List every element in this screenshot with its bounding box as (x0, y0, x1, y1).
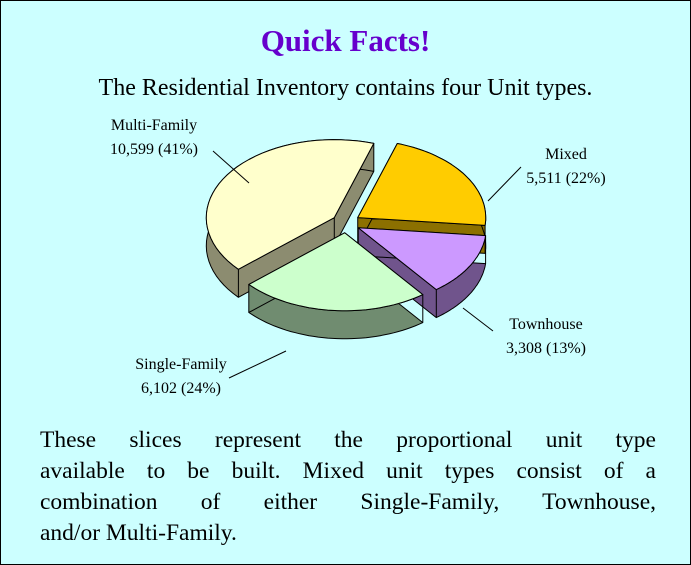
slice-label: Multi-Family (111, 117, 197, 134)
leader-line (212, 150, 250, 184)
slice-label: Mixed (545, 146, 587, 163)
slice (205, 139, 375, 270)
slice (357, 143, 487, 226)
leader-line (487, 166, 522, 202)
paragraph: These slices represent the proportional … (40, 425, 656, 549)
slice (248, 232, 424, 312)
intro: The Residential Inventory contains four … (98, 75, 593, 101)
value-label: 6,102 (24%) (141, 380, 221, 397)
value-label: 10,599 (41%) (110, 141, 198, 158)
title: Quick Facts! (260, 23, 431, 58)
paragraph-line: and/or Multi-Family. (40, 520, 237, 546)
leader-line (228, 350, 287, 379)
slice-label: Single-Family (135, 356, 227, 373)
paragraph-line: These slices represent the proportional … (40, 427, 656, 453)
slice (357, 227, 487, 291)
value-label: 3,308 (13%) (506, 340, 586, 357)
value-label: 5,511 (22%) (526, 170, 605, 187)
paragraph-line: available to be built. Mixed unit types … (40, 458, 656, 484)
slice-label: Townhouse (509, 316, 583, 333)
paragraph-line: combination of either Single-Family, Tow… (40, 489, 656, 515)
leader-line (462, 307, 494, 332)
chart: Multi-Family 10,599 (41%) Mixed 5,511 (22%)… (110, 117, 606, 397)
